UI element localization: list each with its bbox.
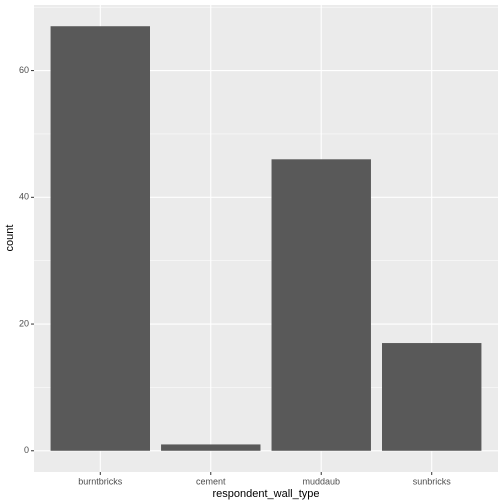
x-tick-label: sunbricks: [413, 476, 452, 486]
x-tick-label: burntbricks: [78, 476, 123, 486]
bar: [382, 343, 482, 451]
y-tick-label: 20: [19, 318, 29, 328]
y-tick-label: 60: [19, 65, 29, 75]
bar: [161, 444, 261, 451]
bar: [50, 26, 151, 451]
y-tick-label: 0: [24, 445, 29, 455]
x-tick-label: cement: [196, 476, 226, 486]
x-tick-label: muddaub: [302, 476, 340, 486]
y-axis-label: count: [4, 225, 16, 252]
x-axis-label: respondent_wall_type: [212, 488, 319, 500]
bar: [271, 159, 371, 451]
y-tick-label: 40: [19, 192, 29, 202]
